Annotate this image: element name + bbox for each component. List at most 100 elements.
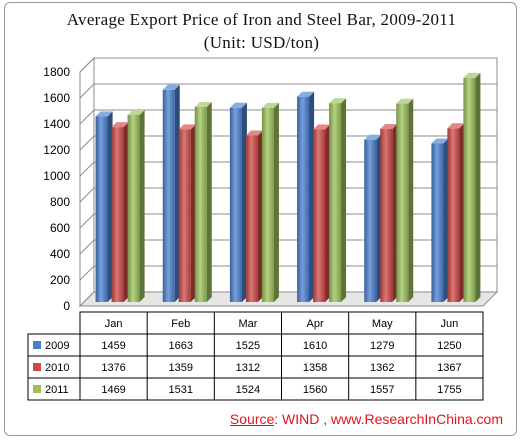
y-tick-label: 800 [50,195,70,209]
y-tick-label: 1200 [43,143,70,157]
bar [229,107,242,302]
bar [380,128,393,302]
bar-top [329,98,347,104]
data-label: 1359 [169,362,193,374]
bar [396,103,409,302]
source-label: Source [229,411,275,427]
legend-label: 2010 [45,362,69,374]
bar-top [463,72,481,78]
data-label: 1362 [370,362,394,374]
x-tick-label: May [372,318,393,330]
legend-swatch [33,341,41,349]
bar-side [273,102,279,302]
data-label: 1376 [101,362,125,374]
bar-side [123,122,129,303]
chart-title: Average Export Price of Iron and Steel B… [66,10,457,29]
gridline [79,187,497,203]
data-label: 1524 [236,384,260,396]
bar-top [111,122,129,128]
bar [127,115,140,302]
bar [463,77,476,302]
bar-top [178,124,196,130]
gridline [79,83,497,99]
gridline [79,161,497,177]
data-label: 1755 [437,384,461,396]
bar [162,89,175,302]
bar-top [313,124,331,130]
bar-side [309,91,315,302]
bar [329,103,342,302]
bar-top [380,123,398,129]
bar [194,106,207,302]
source-note: Source: WIND , www.ResearchInChina.com [230,411,503,427]
bar-side [475,72,481,302]
bar [95,116,108,302]
bar-top [447,123,465,129]
bar-top [261,102,279,108]
bar-side [190,124,196,302]
gridline [79,135,497,151]
data-label: 1557 [370,384,394,396]
gridline [79,239,497,255]
x-tick-label: Jan [105,318,123,330]
bar-side [443,138,449,302]
y-tick-label: 1400 [43,117,70,131]
bar-side [241,102,247,302]
bar [111,127,124,303]
y-tick-label: 1000 [43,169,70,183]
bar-side [376,134,382,302]
bar [431,143,444,302]
source-text: : WIND , www.ResearchInChina.com [274,411,503,427]
gridline [79,265,497,281]
data-label: 1358 [303,362,327,374]
bar-side [325,124,331,303]
bar-top [396,98,414,104]
bar-side [408,98,414,302]
x-tick-label: Feb [171,318,190,330]
data-label: 1250 [437,340,461,352]
bar-top [431,138,449,144]
data-label: 1367 [437,362,461,374]
data-label: 1279 [370,340,394,352]
bar-side [392,123,398,302]
bar-side [139,110,145,302]
bar-side [257,130,263,302]
bar [245,135,258,302]
bar-top [364,134,382,140]
bar-top [245,130,263,136]
bar [313,129,326,302]
y-tick-label: 1600 [43,91,70,105]
legend-swatch [33,363,41,371]
data-label: 1610 [303,340,327,352]
data-label: 1312 [236,362,260,374]
chart-subtitle: (Unit: USD/ton) [203,33,320,52]
bar [178,129,191,302]
bar-side [206,101,212,302]
bar-side [107,111,113,302]
gridline [79,109,497,125]
bar-side [341,98,347,302]
data-label: 1525 [236,340,260,352]
data-label: 1560 [303,384,327,396]
data-label: 1663 [169,340,193,352]
gridline [79,57,497,73]
bar [297,96,310,302]
data-label: 1459 [101,340,125,352]
x-tick-label: Jun [441,318,459,330]
bar-top [229,102,247,108]
table-body [27,333,484,401]
x-tick-label: Apr [307,318,324,330]
bar-top [194,101,212,107]
y-tick-label: 0 [63,299,70,313]
data-label: 1469 [101,384,125,396]
bar [261,107,274,302]
x-tick-label: Mar [238,318,257,330]
y-tick-label: 600 [50,221,70,235]
y-tick-label: 200 [50,273,70,287]
y-tick-label: 400 [50,247,70,261]
gridline [79,213,497,229]
legend-label: 2009 [45,340,69,352]
bar [447,128,460,302]
legend-label: 2011 [45,384,69,396]
y-tick-label: 1800 [43,65,70,79]
